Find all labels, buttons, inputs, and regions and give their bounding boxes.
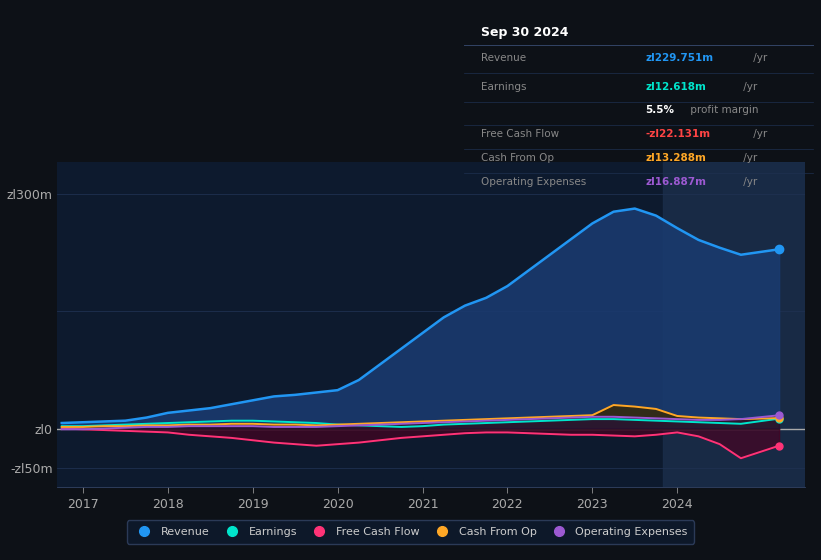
Text: /yr: /yr xyxy=(740,177,757,187)
Text: Operating Expenses: Operating Expenses xyxy=(481,177,586,187)
Text: -zl22.131m: -zl22.131m xyxy=(645,129,710,139)
Text: /yr: /yr xyxy=(750,53,768,63)
Text: Revenue: Revenue xyxy=(481,53,526,63)
Text: /yr: /yr xyxy=(740,153,757,163)
Text: zl16.887m: zl16.887m xyxy=(645,177,706,187)
Text: profit margin: profit margin xyxy=(687,105,759,115)
Text: Sep 30 2024: Sep 30 2024 xyxy=(481,26,569,39)
Text: 5.5%: 5.5% xyxy=(645,105,674,115)
Legend: Revenue, Earnings, Free Cash Flow, Cash From Op, Operating Expenses: Revenue, Earnings, Free Cash Flow, Cash … xyxy=(126,520,695,544)
Text: zl229.751m: zl229.751m xyxy=(645,53,713,63)
Bar xyxy=(663,162,805,487)
Text: zl13.288m: zl13.288m xyxy=(645,153,706,163)
Text: Free Cash Flow: Free Cash Flow xyxy=(481,129,559,139)
Text: Cash From Op: Cash From Op xyxy=(481,153,554,163)
Text: Earnings: Earnings xyxy=(481,82,527,91)
Text: zl12.618m: zl12.618m xyxy=(645,82,706,91)
Text: /yr: /yr xyxy=(750,129,768,139)
Text: /yr: /yr xyxy=(740,82,757,91)
